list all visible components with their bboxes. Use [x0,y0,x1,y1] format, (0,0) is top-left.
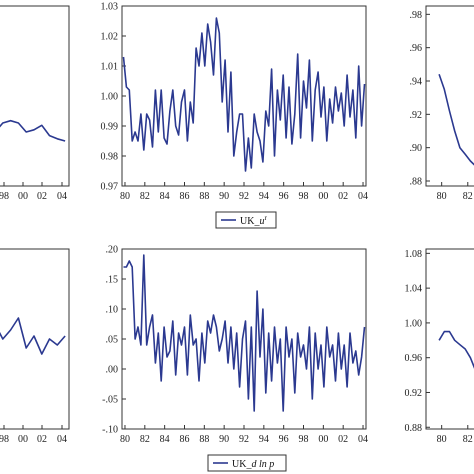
y-tick-label: 1.03 [101,2,119,13]
x-tick-label: 90 [219,434,229,445]
series-line [0,317,66,355]
legend-label: UK_d ln p [232,459,274,470]
y-tick-label: 1.02 [101,32,119,43]
y-tick-label: .20 [106,245,119,256]
y-tick-label: 0.92 [405,388,423,399]
x-tick-label: 86 [179,434,189,445]
x-tick-label: 80 [437,191,447,202]
legend-label: UK_ur [240,214,267,227]
x-tick-label: 98 [299,434,309,445]
plot-frame [425,248,474,430]
x-tick-label: 88 [199,191,209,202]
x-tick-label: 96 [279,191,289,202]
chart-panel-top-right: .88 .90 .92 .94 .96 .98 80 82 [410,5,474,202]
y-tick-label: -.05 [102,395,118,406]
y-tick-label: 1.01 [101,62,119,73]
legend-box [207,454,287,472]
x-tick-label: 84 [160,434,170,445]
x-tick-label: 04 [57,191,67,202]
series-line [0,119,66,142]
chart-panel-bottom-left: 98 00 02 04 [0,248,70,445]
y-tick-label: 0.88 [405,423,423,434]
y-tick-label: .92 [410,110,423,121]
x-tick-label: 94 [259,191,269,202]
x-tick-label: 00 [318,434,328,445]
chart-panel-top-middle: 0.97 0.98 0.99 1.00 1.01 1.02 1.03 80 82 84 86 88 90… [101,2,368,229]
plot-frame [0,248,70,430]
series-line [438,330,474,369]
legend-box [215,211,277,229]
y-tick-label: 1.04 [405,284,423,295]
x-tick-label: 02 [37,434,47,445]
x-tick-label: 02 [37,191,47,202]
x-tick-label: 80 [120,191,130,202]
x-tick-label: 80 [120,434,130,445]
y-tick-label: .90 [410,143,423,154]
x-tick-label: 02 [338,191,348,202]
x-tick-label: 82 [463,434,473,445]
x-tick-label: 04 [57,434,67,445]
chart-panel-bottom-right: 1.08 1.04 1.00 0.96 0.92 0.88 80 82 [405,248,474,445]
y-tick-label: 0.97 [101,182,119,193]
y-tick-label: .98 [410,10,423,21]
y-tick-label: .15 [106,275,119,286]
y-tick-label: .88 [410,177,423,188]
x-tick-label: 82 [140,191,150,202]
y-tick-label: .10 [106,305,119,316]
x-tick-label: 98 [0,191,9,202]
legend: UK_ur [215,211,277,229]
y-tick-label: .05 [106,335,119,346]
y-tick-label: 1.00 [101,92,119,103]
x-tick-label: 92 [239,434,249,445]
x-tick-label: 84 [160,191,170,202]
x-tick-label: 88 [199,434,209,445]
y-tick-label: 1.00 [405,318,423,329]
y-tick-label: -.10 [102,425,118,436]
series-line [123,254,366,412]
x-tick-label: 00 [18,434,28,445]
plot-frame [121,5,367,187]
x-tick-label: 92 [239,191,249,202]
x-tick-label: 98 [0,434,9,445]
x-tick-label: 82 [463,191,473,202]
x-tick-label: 80 [437,434,447,445]
x-tick-label: 82 [140,434,150,445]
x-tick-label: 02 [338,434,348,445]
y-tick-label: 0.96 [405,353,423,364]
plot-frame [0,5,70,187]
x-tick-label: 00 [318,191,328,202]
chart-panel-top-left: 98 00 02 04 [0,5,70,202]
plot-frame [425,5,474,187]
series-line [122,17,366,172]
x-tick-label: 04 [358,191,368,202]
x-tick-label: 90 [219,191,229,202]
y-tick-label: 0.98 [101,152,119,163]
y-tick-label: .94 [410,77,423,88]
series-line [438,74,474,166]
x-tick-label: 98 [299,191,309,202]
x-tick-label: 94 [259,434,269,445]
legend: UK_d ln p [207,454,287,472]
y-tick-label: 0.99 [101,122,119,133]
x-tick-label: 04 [358,434,368,445]
x-tick-label: 86 [179,191,189,202]
x-tick-label: 00 [18,191,28,202]
y-tick-label: 1.08 [405,249,423,260]
y-tick-label: .00 [106,365,119,376]
y-tick-label: .96 [410,43,423,54]
x-tick-label: 96 [279,434,289,445]
